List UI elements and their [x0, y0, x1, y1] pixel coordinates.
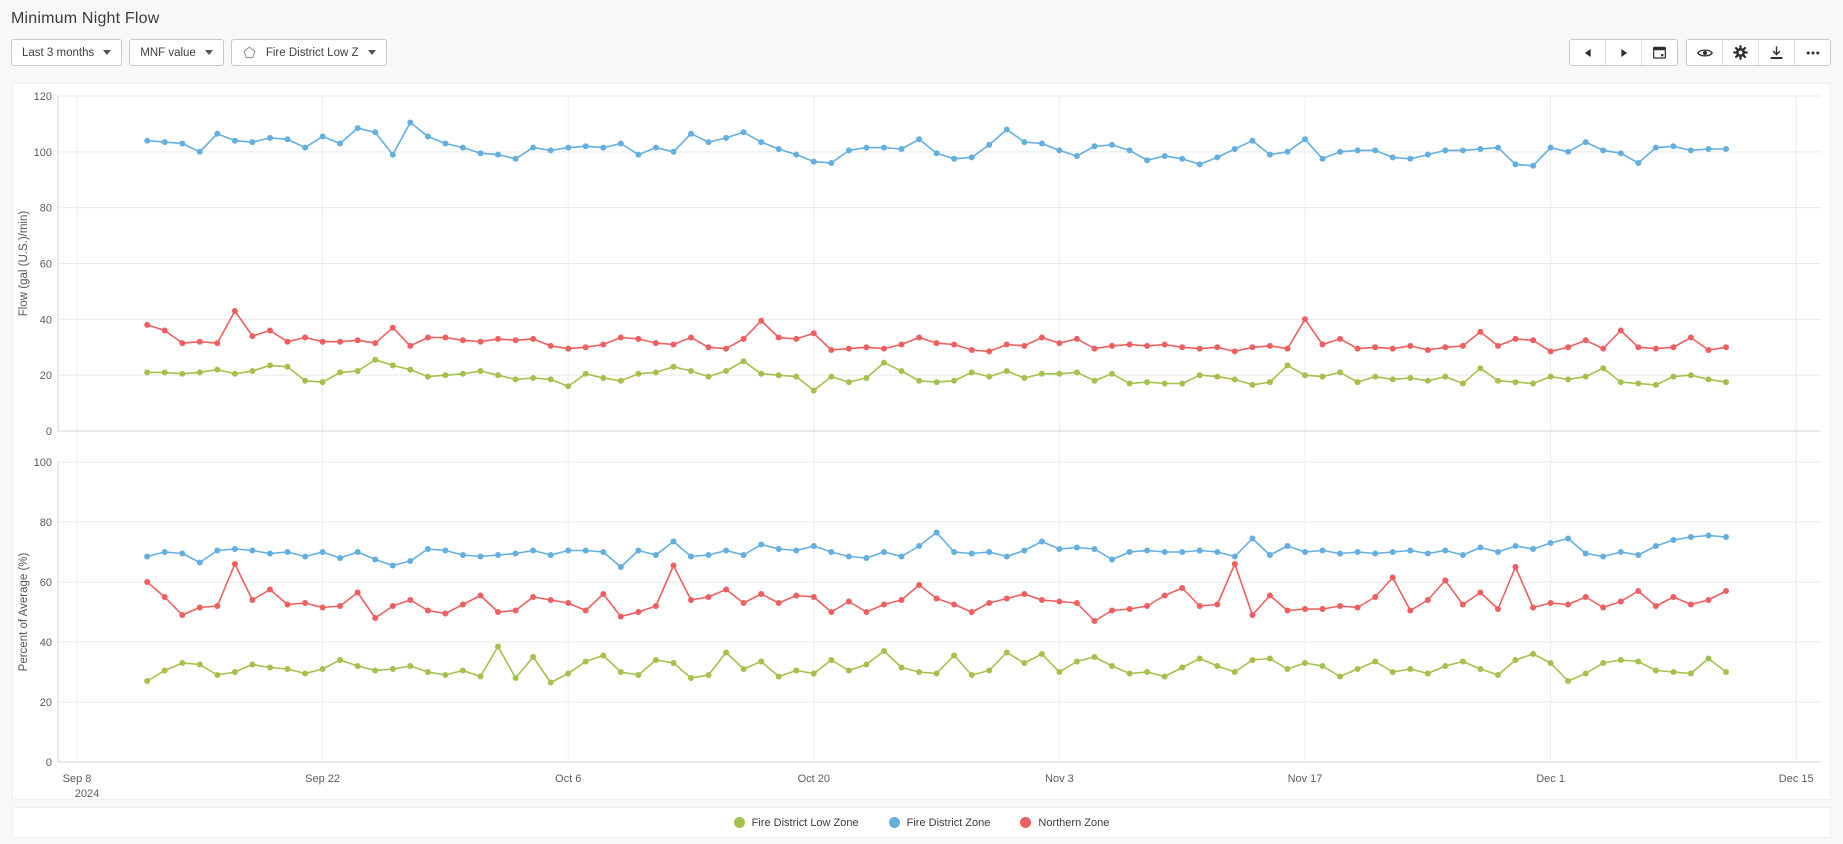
svg-text:Sep 22: Sep 22: [305, 773, 340, 785]
svg-text:100: 100: [34, 457, 52, 469]
page-title: Minimum Night Flow: [11, 10, 160, 27]
settings-button[interactable]: [1722, 40, 1758, 65]
calendar-icon: [1651, 44, 1668, 61]
mnf-chart[interactable]: 0 20 40 60 80 100 120 Flow (gal (U.S.)/min) 0 20 4…: [12, 83, 1831, 800]
svg-text:Dec 15: Dec 15: [1779, 773, 1814, 785]
value-type-dropdown[interactable]: MNF value: [129, 39, 224, 66]
svg-text:Percent of Average (%): Percent of Average (%): [18, 552, 30, 671]
legend-item-fire-district-low-zone[interactable]: Fire District Low Zone: [733, 816, 859, 829]
svg-text:Sep 8: Sep 8: [63, 773, 92, 785]
legend-dot: [733, 817, 745, 828]
svg-text:60: 60: [40, 577, 52, 589]
svg-text:100: 100: [34, 147, 52, 159]
eye-icon: [1696, 44, 1714, 62]
svg-text:60: 60: [40, 259, 52, 271]
svg-text:40: 40: [40, 637, 52, 649]
svg-text:Nov 3: Nov 3: [1045, 773, 1074, 785]
legend-label: Fire District Low Zone: [751, 816, 859, 829]
zone-dropdown-label: Fire District Low Z: [265, 46, 359, 59]
svg-text:20: 20: [40, 370, 52, 382]
nav-button-group: [1569, 39, 1678, 66]
visibility-button[interactable]: [1687, 40, 1722, 65]
svg-text:0: 0: [46, 426, 52, 438]
svg-text:0: 0: [46, 757, 52, 769]
legend-dot: [888, 817, 900, 828]
chevron-down-icon: [103, 50, 112, 55]
legend-label: Fire District Zone: [906, 816, 991, 829]
next-button[interactable]: [1605, 40, 1641, 65]
calendar-button[interactable]: [1641, 40, 1677, 65]
svg-text:120: 120: [34, 91, 52, 103]
value-type-dropdown-label: MNF value: [140, 46, 196, 59]
time-range-dropdown-label: Last 3 months: [22, 46, 95, 59]
svg-text:20: 20: [40, 697, 52, 709]
chevron-down-icon: [204, 50, 213, 55]
svg-text:Dec 1: Dec 1: [1536, 773, 1565, 785]
action-button-group: [1686, 39, 1831, 66]
toolbar: Last 3 months MNF value Fire District Lo…: [11, 39, 1831, 66]
ellipsis-icon: [1804, 44, 1822, 62]
time-range-dropdown[interactable]: Last 3 months: [11, 39, 123, 66]
legend-label: Northern Zone: [1038, 816, 1110, 829]
zone-dropdown[interactable]: Fire District Low Z: [230, 39, 387, 66]
previous-button[interactable]: [1570, 40, 1605, 65]
svg-text:Nov 17: Nov 17: [1288, 773, 1323, 785]
previous-icon: [1580, 45, 1596, 61]
download-icon: [1768, 44, 1785, 61]
svg-text:80: 80: [40, 203, 52, 215]
svg-text:Oct 6: Oct 6: [555, 773, 581, 785]
legend-dot: [1020, 817, 1032, 828]
legend-item-fire-district-zone[interactable]: Fire District Zone: [888, 816, 991, 829]
chevron-down-icon: [367, 50, 376, 55]
next-icon: [1616, 45, 1632, 61]
svg-text:80: 80: [40, 517, 52, 529]
svg-text:Oct 20: Oct 20: [798, 773, 830, 785]
svg-text:40: 40: [40, 314, 52, 326]
svg-text:2024: 2024: [75, 788, 99, 799]
svg-text:Flow (gal (U.S.)/min): Flow (gal (U.S.)/min): [18, 211, 30, 317]
zone-icon: [242, 45, 257, 60]
legend-item-northern-zone[interactable]: Northern Zone: [1020, 817, 1109, 829]
gear-icon: [1732, 44, 1749, 61]
chart-legend: Fire District Low Zone Fire District Zon…: [12, 807, 1831, 838]
more-options-button[interactable]: [1794, 40, 1830, 65]
chart-plot-area[interactable]: 0 20 40 60 80 100 120 Flow (gal (U.S.)/min) 0 20 4…: [13, 84, 1830, 800]
download-button[interactable]: [1758, 40, 1794, 65]
